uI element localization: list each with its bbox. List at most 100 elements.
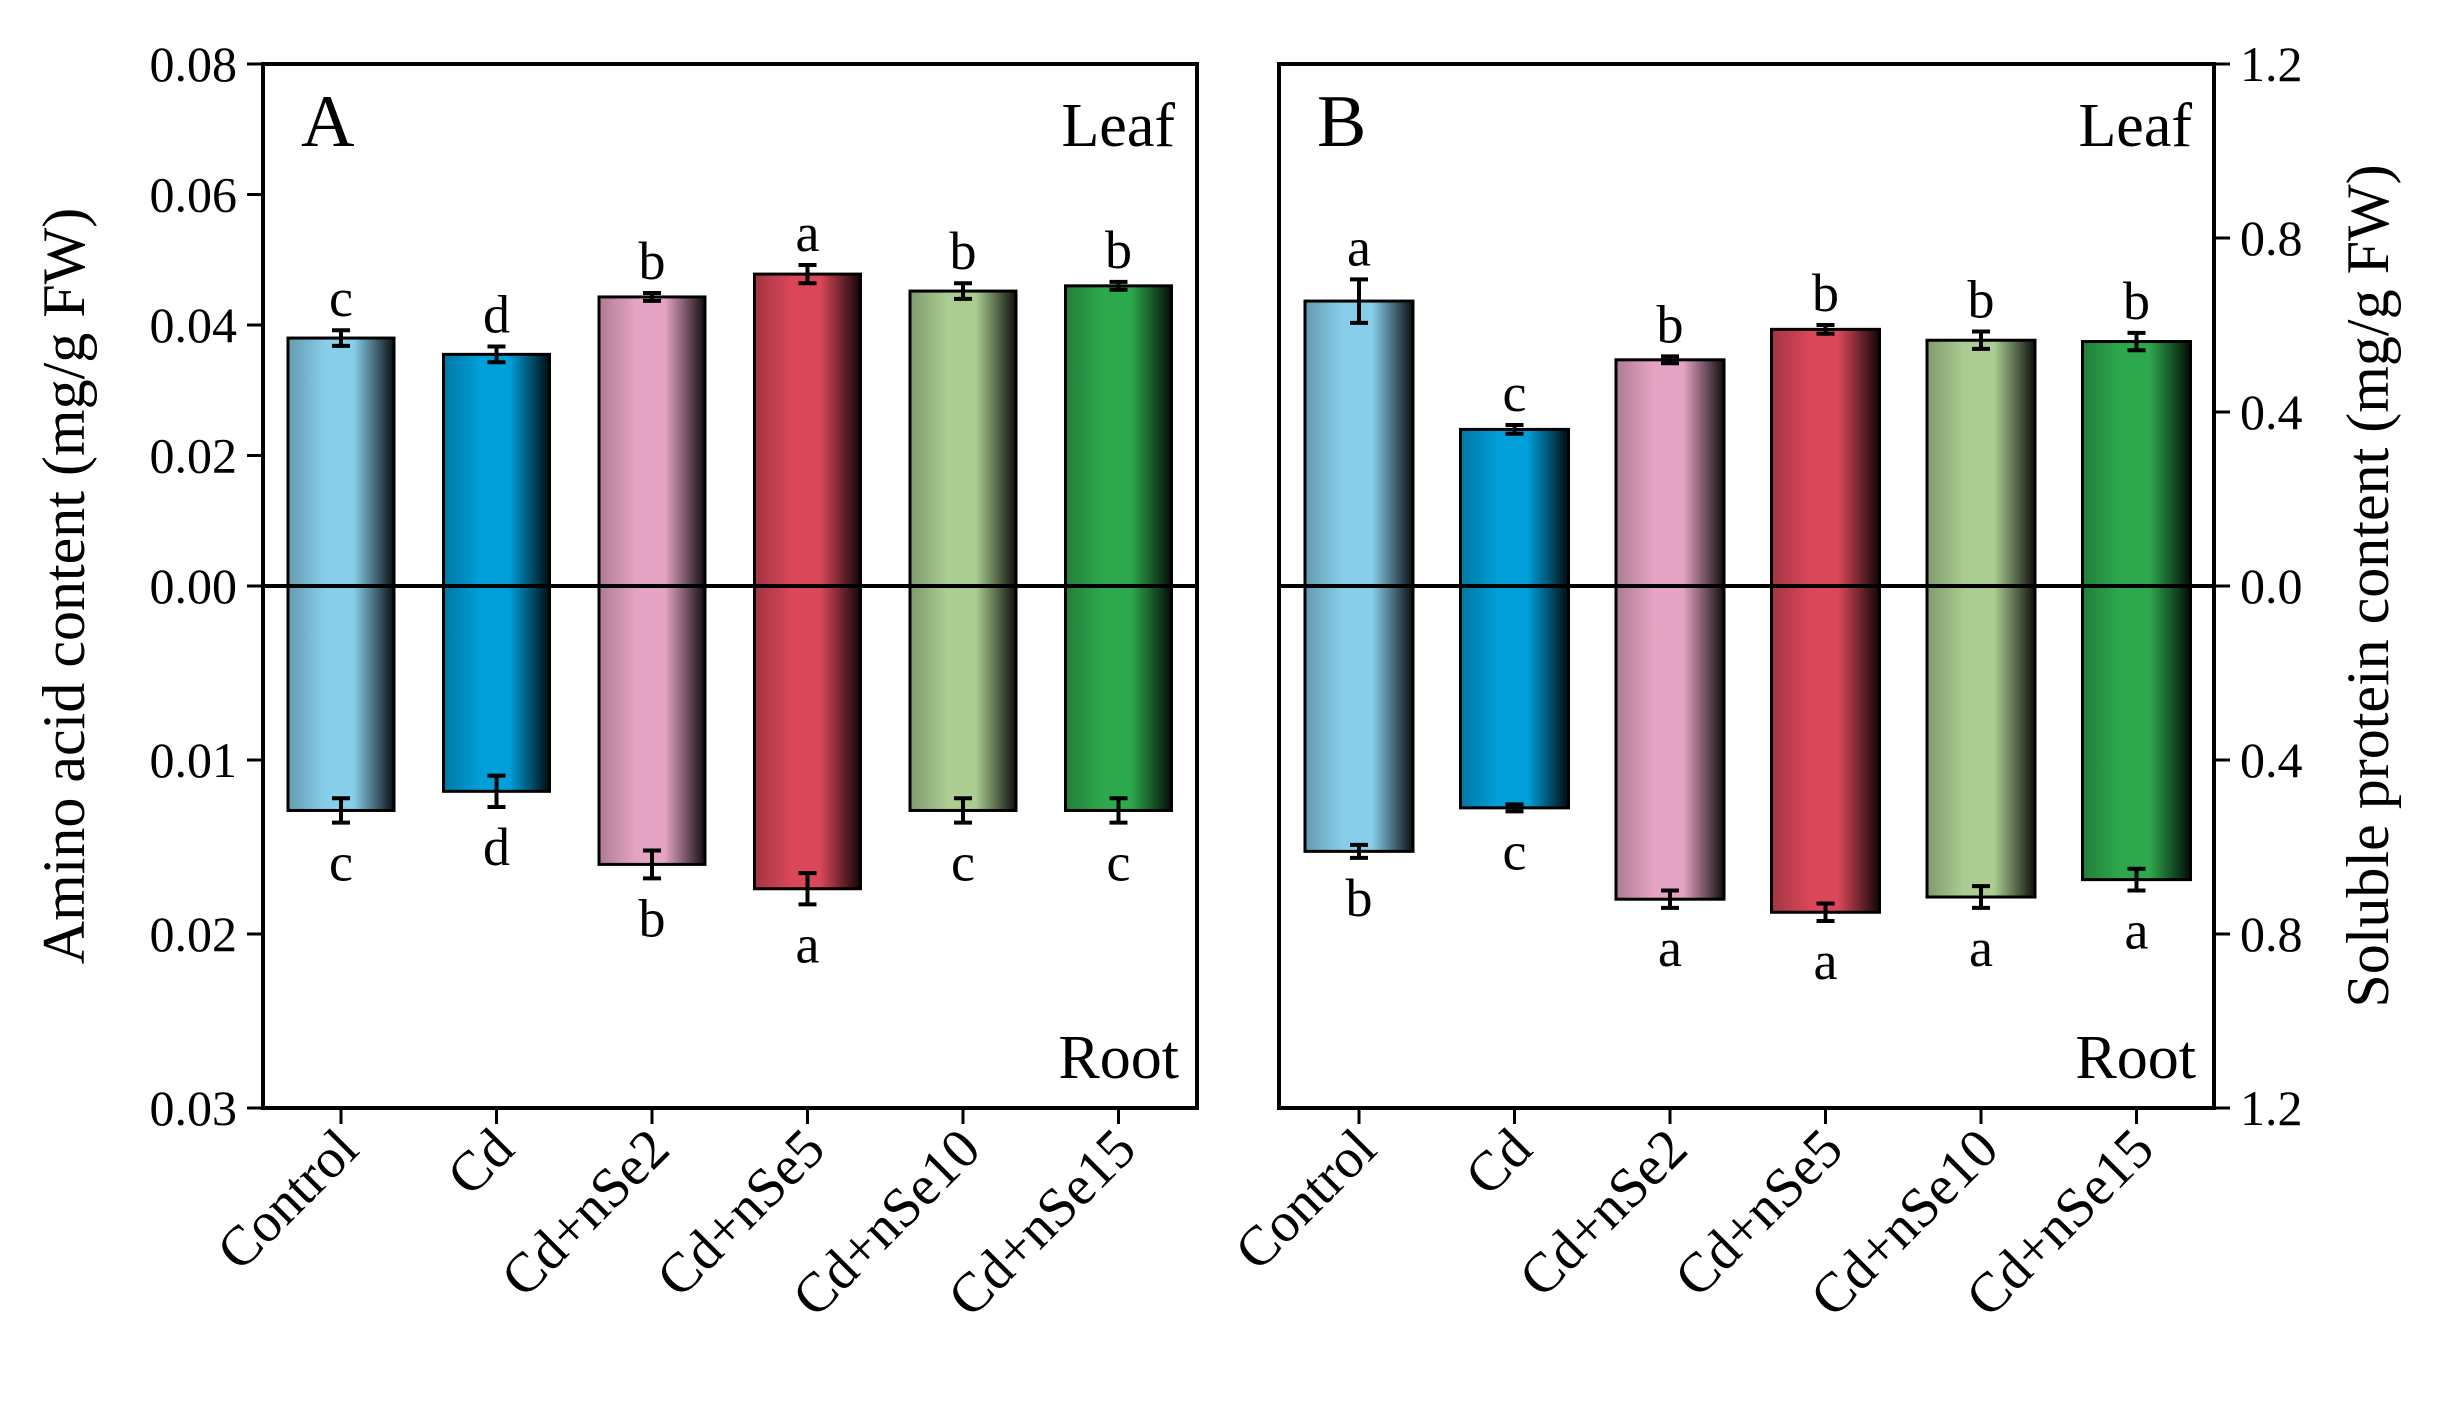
bar-leaf-0 — [286, 336, 396, 588]
error-bar-leaf-0 — [332, 328, 350, 348]
x-tick-label-1: Cd — [1454, 1117, 1544, 1207]
bar-root-5 — [1064, 584, 1173, 812]
error-bar-root-0 — [332, 796, 350, 825]
error-bar-root-3 — [1816, 901, 1835, 923]
error-bar-root-5 — [2127, 866, 2146, 893]
bar-root-3 — [1770, 584, 1881, 914]
bar-leaf-2 — [1614, 358, 1726, 588]
panel-label: A — [301, 81, 354, 163]
letter-root-0: c — [329, 833, 353, 893]
letter-leaf-2: b — [1657, 294, 1684, 354]
y-tick-label-top-3: 0.0 — [2240, 558, 2303, 614]
bar-root-4 — [1925, 584, 2037, 899]
error-bar-leaf-5 — [2127, 330, 2146, 353]
y-tick-label-bottom-1: 0.02 — [150, 906, 238, 962]
error-bar-root-2 — [643, 848, 661, 881]
bar-leaf-1 — [1459, 427, 1570, 588]
error-bar-leaf-1 — [1505, 423, 1524, 436]
letter-leaf-2: b — [639, 231, 666, 291]
bar-root-2 — [1614, 584, 1726, 901]
y-axis-label: Amino acid content (mg/g FW) — [31, 208, 97, 965]
error-bar-leaf-0 — [1350, 277, 1368, 325]
bar-leaf-3 — [753, 272, 862, 588]
error-bar-root-1 — [487, 773, 506, 809]
panel-label: B — [1317, 81, 1366, 163]
bar-leaf-4 — [908, 289, 1018, 588]
y-tick-label-bottom-1: 0.8 — [2240, 906, 2303, 962]
x-tick-label-0: Control — [205, 1117, 370, 1282]
letter-root-1: c — [1503, 821, 1527, 881]
error-bar-root-4 — [954, 796, 972, 825]
x-tick-label-2: Cd+nSe2 — [1508, 1117, 1700, 1309]
error-bar-leaf-2 — [1661, 354, 1679, 366]
error-bar-leaf-3 — [798, 262, 817, 286]
error-bar-root-5 — [1109, 796, 1128, 825]
y-tick-label-top-2: 0.4 — [2240, 384, 2303, 440]
x-tick-label-2: Cd+nSe2 — [490, 1117, 682, 1309]
error-bar-leaf-4 — [954, 281, 972, 301]
panel-a: ccControlddCdbbCd+nSe2aaCd+nSe5bcCd+nSe1… — [31, 36, 1199, 1329]
bar-leaf-1 — [442, 352, 551, 588]
letter-leaf-3: b — [1812, 263, 1839, 323]
letter-leaf-3: a — [796, 203, 820, 263]
letter-leaf-0: a — [1347, 217, 1371, 277]
error-bar-leaf-2 — [643, 291, 661, 303]
region-label-root: Root — [2075, 1024, 2196, 1092]
bar-root-1 — [442, 584, 551, 793]
bar-root-2 — [597, 584, 707, 866]
bar-leaf-2 — [597, 295, 707, 588]
letter-root-3: a — [1814, 931, 1838, 991]
letter-root-4: c — [951, 833, 975, 893]
y-tick-label-top-4: 0.00 — [150, 558, 238, 614]
y-tick-label-bottom-2: 0.03 — [150, 1080, 238, 1136]
letter-leaf-5: b — [1105, 220, 1132, 280]
bar-root-4 — [908, 584, 1018, 812]
y-tick-label-top-1: 0.8 — [2240, 210, 2303, 266]
letter-leaf-4: b — [950, 221, 977, 281]
x-tick-label-0: Control — [1223, 1117, 1388, 1282]
y-tick-label-top-0: 0.08 — [150, 36, 238, 92]
letter-leaf-1: c — [1503, 363, 1527, 423]
panel-b: abControlccCdbaCd+nSe2baCd+nSe5baCd+nSe1… — [1223, 36, 2401, 1329]
y-tick-label-bottom-0: 0.4 — [2240, 732, 2303, 788]
bar-root-0 — [1303, 584, 1415, 853]
bar-root-3 — [753, 584, 862, 891]
bar-leaf-5 — [2081, 340, 2192, 588]
letter-leaf-4: b — [1968, 270, 1995, 330]
region-label-leaf: Leaf — [2078, 92, 2192, 160]
error-bar-leaf-3 — [1816, 323, 1835, 336]
error-bar-root-1 — [1505, 802, 1524, 814]
letter-leaf-1: d — [483, 285, 510, 345]
bar-root-1 — [1459, 584, 1570, 810]
letter-leaf-5: b — [2123, 271, 2150, 331]
bar-root-5 — [2081, 584, 2192, 882]
bar-root-0 — [286, 584, 396, 812]
y-axis-label: Soluble protein content (mg/g FW) — [2335, 164, 2401, 1007]
letter-root-0: b — [1346, 868, 1373, 928]
x-tick-label-1: Cd — [436, 1117, 526, 1207]
letter-root-5: c — [1107, 833, 1131, 893]
bar-leaf-3 — [1770, 327, 1881, 588]
error-bar-root-3 — [798, 871, 817, 907]
error-bar-root-4 — [1972, 884, 1990, 910]
letter-root-3: a — [796, 914, 820, 974]
letter-root-5: a — [2125, 901, 2149, 961]
bar-leaf-0 — [1303, 299, 1415, 588]
y-tick-label-top-1: 0.06 — [150, 167, 238, 223]
letter-root-4: a — [1969, 918, 1993, 978]
bar-leaf-5 — [1064, 284, 1173, 588]
y-tick-label-bottom-0: 0.01 — [150, 732, 238, 788]
y-tick-label-bottom-2: 1.2 — [2240, 1080, 2303, 1136]
y-tick-label-top-3: 0.02 — [150, 428, 238, 484]
error-bar-root-2 — [1661, 888, 1679, 910]
y-tick-label-top-0: 1.2 — [2240, 36, 2303, 92]
y-tick-label-top-2: 0.04 — [150, 297, 238, 353]
letter-root-2: b — [639, 888, 666, 948]
bar-leaf-4 — [1925, 338, 2037, 588]
letter-root-2: a — [1658, 918, 1682, 978]
error-bar-root-0 — [1350, 842, 1368, 860]
letter-leaf-0: c — [329, 268, 353, 328]
region-label-leaf: Leaf — [1061, 92, 1175, 160]
